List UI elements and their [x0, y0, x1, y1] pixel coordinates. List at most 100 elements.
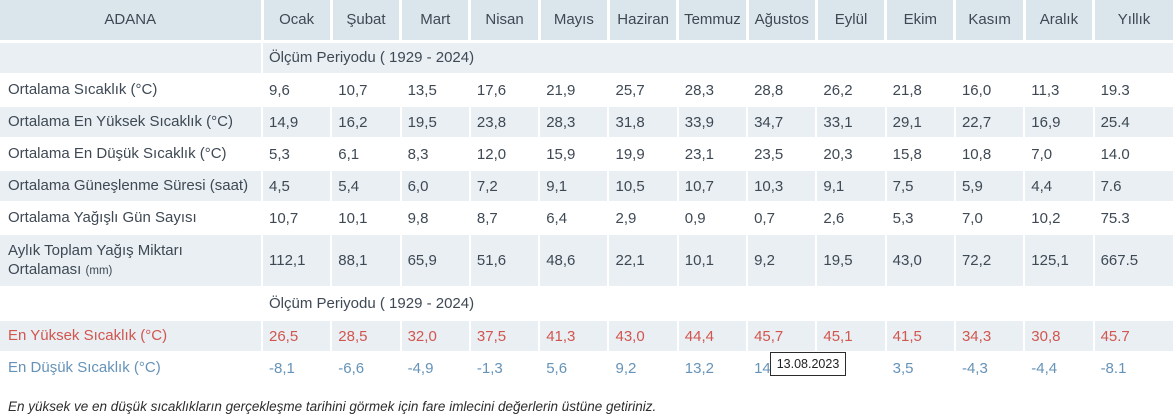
value-cell: 5,3	[260, 138, 332, 170]
value-cell: 7,2	[468, 170, 540, 202]
value-cell: 19,5	[815, 234, 886, 287]
row-label: Aylık Toplam Yağış Miktarı Ortalaması (m…	[0, 234, 262, 287]
row-label: En Düşük Sıcaklık (°C)	[0, 352, 262, 384]
value-cell: 5,4	[330, 170, 401, 202]
value-cell[interactable]: 5,6	[538, 352, 609, 384]
measurement-period-label: Ölçüm Periyodu ( 1929 - 2024)	[261, 287, 1173, 320]
value-cell: 16,9	[1023, 106, 1094, 138]
value-cell[interactable]: -6,6	[330, 352, 401, 384]
value-cell: 7.6	[1092, 170, 1173, 202]
table-row: Ortalama En Yüksek Sıcaklık (°C) 14,9 16,2…	[0, 106, 1173, 138]
row-label: En Yüksek Sıcaklık (°C)	[0, 320, 262, 352]
value-cell: 10,7	[330, 74, 401, 106]
row-label-text: Ortalama En Yüksek Sıcaklık (°C)	[8, 112, 233, 130]
value-cell: 72,2	[953, 234, 1025, 287]
value-cell[interactable]: 34,3	[953, 320, 1025, 352]
value-cell[interactable]: 45,7	[746, 320, 817, 352]
value-cell[interactable]: -4,3	[953, 352, 1025, 384]
value-cell: 10,2	[1023, 202, 1094, 234]
month-header-mayis: Mayıs	[537, 0, 609, 43]
row-label: Ortalama Yağışlı Gün Sayısı	[0, 202, 262, 234]
value-cell: 10,7	[260, 202, 332, 234]
period-row-spacer	[0, 287, 262, 320]
value-cell: 10,1	[676, 234, 748, 287]
value-cell[interactable]: 26,5	[260, 320, 332, 352]
value-cell: 6,1	[330, 138, 401, 170]
value-cell: 25.4	[1092, 106, 1173, 138]
value-cell[interactable]: 28,5	[330, 320, 401, 352]
month-header-ekim: Ekim	[884, 0, 955, 43]
measurement-period-label: Ölçüm Periyodu ( 1929 - 2024)	[261, 41, 1173, 74]
value-cell: 22,7	[953, 106, 1025, 138]
value-cell: 9,6	[260, 74, 332, 106]
value-cell[interactable]: 3,5	[884, 352, 955, 384]
value-cell: 13,5	[399, 74, 470, 106]
value-cell[interactable]: 37,5	[468, 320, 540, 352]
value-cell[interactable]: 45.7	[1092, 320, 1173, 352]
value-cell: 15,8	[884, 138, 955, 170]
value-cell: 88,1	[330, 234, 401, 287]
value-cell: 14,9	[260, 106, 332, 138]
header-row: ADANA Ocak Şubat Mart Nisan Mayıs Hazira…	[0, 0, 1173, 43]
value-cell[interactable]: 41,3	[538, 320, 609, 352]
station-name: ADANA	[0, 0, 262, 43]
month-header-haziran: Haziran	[606, 0, 678, 43]
value-cell[interactable]: 30,8	[1023, 320, 1094, 352]
row-label-unit: (mm)	[85, 264, 113, 277]
row-label: Ortalama En Düşük Sıcaklık (°C)	[0, 138, 262, 170]
value-cell[interactable]: -1,3	[468, 352, 540, 384]
table-row: Ortalama En Düşük Sıcaklık (°C) 5,3 6,1 8,3…	[0, 138, 1173, 170]
climate-statistics-table: ADANA Ocak Şubat Mart Nisan Mayıs Hazira…	[0, 0, 1173, 384]
month-header-yillik: Yıllık	[1092, 0, 1173, 43]
value-cell: 33,1	[815, 106, 886, 138]
period-row-spacer	[0, 41, 262, 74]
value-cell: 4,4	[1023, 170, 1094, 202]
table-row: En Yüksek Sıcaklık (°C) 26,5 28,5 32,0 37,5 4…	[0, 320, 1173, 352]
value-cell: 28,3	[676, 74, 748, 106]
value-cell: 23,8	[468, 106, 540, 138]
value-cell: 31,8	[607, 106, 678, 138]
value-cell: 75.3	[1092, 202, 1173, 234]
value-cell[interactable]: -8,1	[260, 352, 332, 384]
value-cell: 22,1	[607, 234, 678, 287]
value-cell[interactable]: 44,4	[676, 320, 748, 352]
value-cell[interactable]: -8.1	[1092, 352, 1173, 384]
value-cell[interactable]: 32,0	[399, 320, 470, 352]
value-cell: 2,9	[607, 202, 678, 234]
row-label: Ortalama Güneşlenme Süresi (saat)	[0, 170, 262, 202]
value-cell: 9,2	[746, 234, 817, 287]
value-cell: 8,3	[399, 138, 470, 170]
row-label-text: Aylık Toplam Yağış Miktarı Ortalaması	[8, 241, 183, 278]
value-cell[interactable]: 43,0	[607, 320, 678, 352]
value-cell[interactable]: 41,5	[884, 320, 955, 352]
value-cell: 28,8	[746, 74, 817, 106]
value-cell: 48,6	[538, 234, 609, 287]
table-row: Aylık Toplam Yağış Miktarı Ortalaması (m…	[0, 234, 1173, 287]
value-cell: 7,5	[884, 170, 955, 202]
value-cell: 14.0	[1092, 138, 1173, 170]
value-cell: 125,1	[1023, 234, 1094, 287]
table-row: En Düşük Sıcaklık (°C) -8,1 -6,6 -4,9 -1,3 5,…	[0, 352, 1173, 384]
value-cell: 10,7	[676, 170, 748, 202]
value-cell[interactable]: 13,2	[676, 352, 748, 384]
measurement-period-row: Ölçüm Periyodu ( 1929 - 2024)	[0, 287, 1173, 320]
value-cell: 23,1	[676, 138, 748, 170]
value-cell: 7,0	[953, 202, 1025, 234]
value-cell[interactable]: 9,2	[607, 352, 678, 384]
value-cell: 21,9	[538, 74, 609, 106]
value-cell: 112,1	[260, 234, 332, 287]
value-cell[interactable]: -4,4	[1023, 352, 1094, 384]
row-label-text: En Düşük Sıcaklık (°C)	[8, 358, 161, 376]
row-label-text: Ortalama En Düşük Sıcaklık (°C)	[8, 144, 227, 162]
value-cell: 4,5	[260, 170, 332, 202]
month-header-eylul: Eylül	[814, 0, 886, 43]
row-label: Ortalama Sıcaklık (°C)	[0, 74, 262, 106]
hover-instruction-note: En yüksek ve en düşük sıcaklıkların gerç…	[8, 399, 657, 414]
value-cell[interactable]: -4,9	[399, 352, 470, 384]
measurement-period-row: Ölçüm Periyodu ( 1929 - 2024)	[0, 41, 1173, 74]
value-cell: 28,3	[538, 106, 609, 138]
value-cell[interactable]: 45,1	[815, 320, 886, 352]
value-cell: 6,0	[399, 170, 470, 202]
value-cell: 16,2	[330, 106, 401, 138]
